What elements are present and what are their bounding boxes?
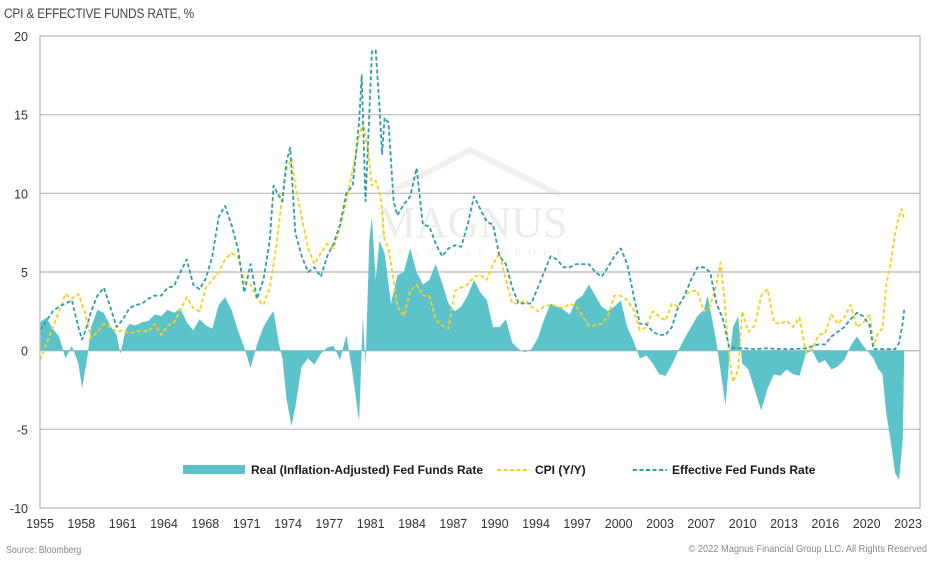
- plot-border: [39, 35, 921, 509]
- x-tick-label: 1990: [481, 517, 509, 531]
- real-rate-area-layer: [40, 216, 905, 480]
- x-tick-label: 1974: [274, 517, 302, 531]
- line-layer: [39, 49, 906, 384]
- watermark: MAGNUS FINANCIAL GROUP: [375, 146, 570, 259]
- x-tick-label: 1984: [398, 517, 426, 531]
- watermark-text: MAGNUS: [377, 198, 568, 247]
- watermark-subtext: FINANCIAL GROUP: [375, 248, 570, 259]
- y-axis-ticks: 20 15 10 5 0 -5 -10: [10, 30, 28, 516]
- y-tick-label: 5: [21, 266, 28, 280]
- x-tick-label: 1971: [233, 517, 261, 531]
- legend-label: Real (Inflation-Adjusted) Fed Funds Rate: [251, 463, 483, 477]
- x-tick-label: 2003: [646, 517, 674, 531]
- y-tick-label: 20: [14, 30, 28, 44]
- x-tick-label: 1964: [150, 517, 178, 531]
- legend-item-cpi: CPI (Y/Y): [497, 463, 586, 477]
- legend-item-real-rate: Real (Inflation-Adjusted) Fed Funds Rate: [183, 463, 483, 477]
- x-tick-label: 2020: [853, 517, 881, 531]
- source-note: Source: Bloomberg: [6, 545, 82, 556]
- y-tick-label: 15: [14, 109, 28, 123]
- y-tick-label: -10: [10, 502, 28, 516]
- legend-label: CPI (Y/Y): [535, 463, 586, 477]
- x-tick-label: 1958: [67, 517, 95, 531]
- x-tick-label: 1981: [357, 517, 385, 531]
- cpi-line: [39, 121, 906, 384]
- x-tick-label: 2023: [894, 517, 922, 531]
- y-tick-label: -5: [17, 423, 28, 437]
- legend-label: Effective Fed Funds Rate: [672, 463, 816, 477]
- y-tick-label: 10: [14, 187, 28, 201]
- legend-swatch-area: [183, 465, 245, 474]
- x-tick-label: 1955: [26, 517, 54, 531]
- x-tick-label: 2013: [770, 517, 798, 531]
- copyright-note: © 2022 Magnus Financial Group LLC. All R…: [688, 543, 927, 555]
- x-axis-ticks: 1955 1958 1961 1964 1968 1971 1974 1977 1981 1984…: [26, 517, 922, 531]
- x-tick-label: 2010: [729, 517, 757, 531]
- legend: Real (Inflation-Adjusted) Fed Funds Rate…: [183, 463, 816, 477]
- x-tick-label: 2007: [687, 517, 715, 531]
- x-tick-label: 1961: [109, 517, 137, 531]
- watermark-roof-icon: [383, 146, 562, 198]
- y-tick-label: 0: [21, 345, 28, 359]
- x-tick-label: 2000: [605, 517, 633, 531]
- gridlines: [40, 114, 920, 430]
- x-tick-label: 1994: [522, 517, 550, 531]
- x-tick-label: 1997: [563, 517, 591, 531]
- x-tick-label: 1987: [439, 517, 467, 531]
- x-tick-label: 1977: [315, 517, 343, 531]
- effr-line: [39, 49, 906, 351]
- legend-item-effr: Effective Fed Funds Rate: [633, 463, 816, 477]
- plot-frame: [39, 35, 921, 509]
- x-tick-label: 1968: [191, 517, 219, 531]
- chart-title: CPI & EFFECTIVE FUNDS RATE, %: [4, 6, 195, 21]
- real-rate-area: [40, 216, 905, 480]
- x-tick-label: 2016: [811, 517, 839, 531]
